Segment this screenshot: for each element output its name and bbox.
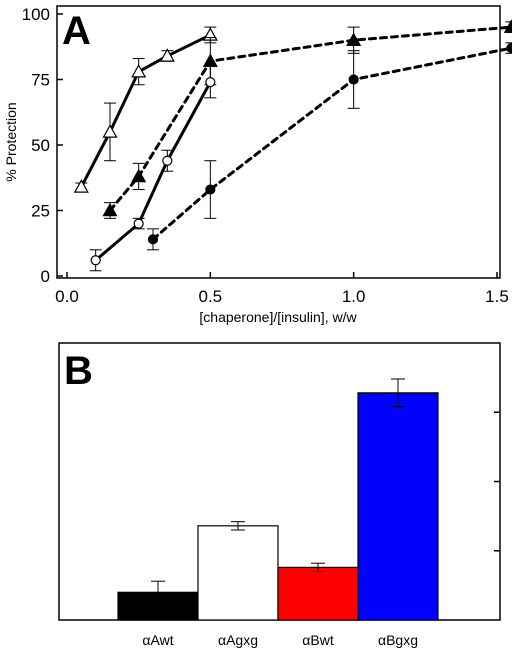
category-label: αAgxg: [218, 632, 258, 648]
series-line: [151, 46, 512, 241]
data-point: [73, 179, 89, 193]
bar-2: [277, 562, 359, 621]
data-point: [159, 48, 175, 62]
panel-b-category-labels: αAwt αAgxg αBwt αBgxg: [142, 632, 418, 648]
panel-b-bars: [117, 378, 439, 621]
data-point: [162, 155, 173, 166]
panel-a-letter: A: [62, 9, 91, 53]
data-point: [131, 168, 147, 183]
panel-b-ticks: [494, 411, 500, 552]
data-point: [205, 77, 216, 88]
series-open-triangle: [73, 26, 218, 193]
series-open-circle: [89, 65, 217, 272]
error-bar: [231, 521, 245, 531]
series-filled-circle: [147, 42, 512, 251]
y-tick-label: 25: [31, 202, 50, 221]
panel-b-letter: B: [64, 349, 93, 393]
data-point: [102, 202, 118, 217]
bar-3: [357, 378, 439, 621]
x-tick-label: 0.5: [199, 287, 223, 306]
series-line: [94, 80, 212, 262]
error-bar: [391, 378, 405, 408]
panel-b: B αAwt αAgxg αBwt αBgxg: [58, 342, 501, 648]
bar: [357, 392, 439, 621]
data-point: [133, 218, 144, 229]
bar-0: [117, 580, 199, 621]
data-point: [102, 124, 118, 138]
data-point: [147, 234, 159, 245]
category-label: αAwt: [142, 632, 173, 648]
error-bar: [311, 562, 325, 573]
panel-a: A 0.0 0.5 1.0 1.5 0 25 50 75 100 [chaperone]/[in…: [3, 5, 512, 325]
panel-a-frame: [56, 5, 501, 279]
data-point: [506, 42, 512, 54]
bar: [277, 566, 359, 621]
panel-a-series: [73, 19, 512, 272]
category-label: αBwt: [302, 632, 334, 648]
category-label: αBgxg: [378, 632, 418, 648]
bar: [197, 525, 279, 621]
data-point: [503, 19, 512, 33]
data-point: [348, 74, 359, 85]
data-point: [131, 63, 147, 78]
y-axis-title: % Protection: [3, 102, 19, 181]
x-tick-label: 1.5: [485, 287, 509, 306]
bar-1: [197, 521, 279, 621]
data-point: [205, 184, 216, 195]
data-point: [346, 32, 362, 47]
y-tick-label: 50: [31, 136, 50, 155]
y-tick-label: 0: [41, 267, 50, 286]
error-bar: [151, 580, 165, 604]
y-tick-label: 75: [31, 71, 50, 90]
panel-a-axes: 0.0 0.5 1.0 1.5 0 25 50 75 100: [22, 5, 509, 306]
x-axis-title: [chaperone]/[insulin], w/w: [199, 309, 357, 325]
x-tick-label: 0.0: [55, 287, 79, 306]
y-tick-label: 100: [22, 5, 50, 24]
data-point: [202, 53, 218, 67]
data-point: [90, 255, 101, 266]
x-tick-label: 1.0: [342, 287, 366, 306]
series-filled-triangle: [102, 19, 512, 219]
